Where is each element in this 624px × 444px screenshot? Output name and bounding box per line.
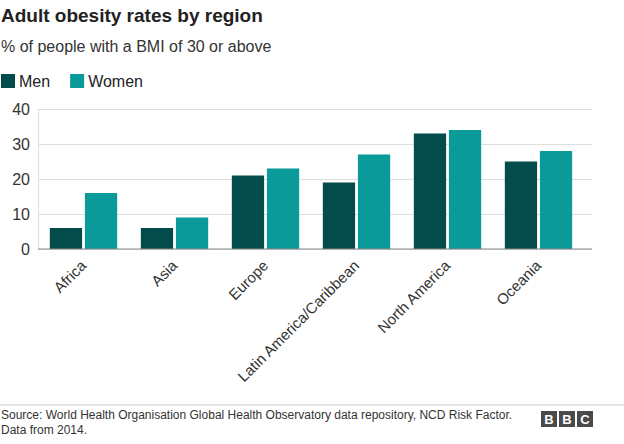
x-axis: Africa Asia EuropeLatin America/CaribbeanN…: [38, 249, 592, 385]
x-tick-label: Asia: [148, 256, 181, 289]
logo-letter: B: [544, 412, 553, 427]
bar: [85, 193, 117, 249]
logo-box: [559, 411, 575, 427]
y-tick-label: 30: [12, 136, 30, 153]
x-tick: Africa: [50, 249, 90, 296]
logo-letter: C: [580, 412, 590, 427]
bar: [449, 130, 481, 249]
x-tick-label: Oceania: [493, 256, 545, 308]
footer-rule: [0, 405, 624, 406]
x-tick-label: North America: [374, 256, 454, 336]
x-tick: Latin America/Caribbean: [234, 249, 362, 385]
y-tick: 40: [12, 101, 592, 118]
legend-swatch: [70, 74, 84, 88]
logo-letter: B: [562, 412, 571, 427]
bar: [358, 155, 390, 250]
x-tick-label: Africa: [50, 256, 90, 296]
grid-line: [38, 144, 592, 145]
logo-box: [541, 411, 557, 427]
x-tick: Asia: [148, 249, 181, 289]
subtitle: % of people with a BMI of 30 or above: [1, 38, 271, 55]
y-axis-line: [39, 110, 593, 250]
bar: [176, 218, 208, 250]
x-tick: Europe: [225, 249, 271, 303]
title: Adult obesity rates by region: [1, 5, 263, 26]
bar: [540, 151, 572, 249]
logo: BBC: [541, 411, 593, 427]
y-tick: 30: [12, 136, 592, 153]
y-tick-label: 0: [21, 241, 30, 258]
y-axis: 0 10 20 30 40: [12, 101, 592, 258]
bar: [267, 169, 299, 250]
bar: [50, 228, 82, 249]
bars: [50, 130, 572, 249]
legend-label: Women: [88, 73, 143, 90]
legend-item: Men: [1, 73, 50, 90]
bar: [232, 176, 264, 250]
x-tick-label: Europe: [225, 257, 271, 303]
y-tick-label: 40: [12, 101, 30, 118]
legend-label: Men: [19, 73, 50, 90]
legend-swatch: [1, 74, 15, 88]
bar: [505, 162, 537, 250]
source: Source: World Health Organisation Global…: [1, 408, 512, 437]
bar: [414, 134, 446, 250]
bar: [323, 183, 355, 250]
chart: Adult obesity rates by region % of people…: [0, 0, 624, 444]
y-tick-label: 10: [12, 206, 30, 223]
legend-item: Women: [70, 73, 143, 90]
x-tick: Oceania: [493, 249, 545, 308]
x-tick-label: Latin America/Caribbean: [234, 257, 362, 385]
grid-line: [38, 249, 592, 250]
x-tick: North America: [374, 249, 454, 336]
x-axis-line: [38, 249, 592, 250]
bar: [141, 228, 173, 249]
y-tick-label: 20: [12, 171, 30, 188]
grid-line: [38, 109, 592, 110]
logo-box: [577, 411, 593, 427]
